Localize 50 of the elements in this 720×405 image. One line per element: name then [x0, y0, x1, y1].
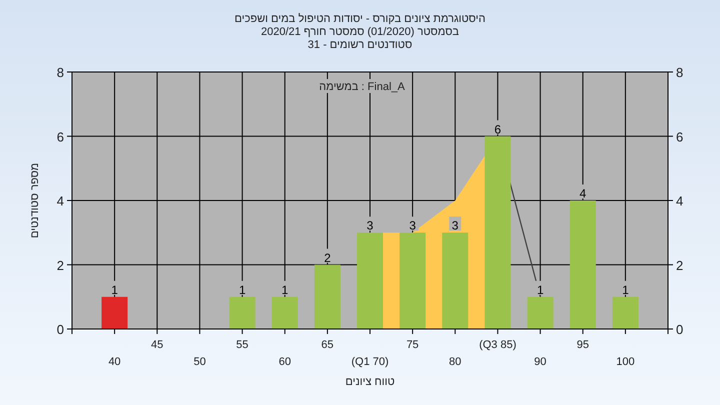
y-axis-title: מספר סטודנטים — [29, 162, 41, 238]
data-label: 6 — [494, 122, 502, 136]
y2-tick-label: 6 — [676, 129, 684, 144]
bar — [442, 232, 468, 329]
data-label: 2 — [324, 250, 332, 265]
y2-tick-label: 0 — [676, 322, 684, 337]
data-label: 1 — [111, 282, 118, 297]
bar — [229, 296, 256, 329]
x-tick-label: 75 — [406, 339, 419, 351]
x-tick-label: 50 — [194, 356, 206, 368]
data-label: 3 — [452, 218, 459, 233]
y-tick-label: 4 — [56, 194, 64, 208]
y-tick-label: 6 — [56, 129, 64, 144]
x-tick-label: 100 — [616, 356, 635, 368]
data-label: 1 — [536, 282, 544, 297]
y2-tick-label: 8 — [676, 65, 684, 80]
x-tick-label: 90 — [534, 356, 546, 368]
bar — [357, 232, 383, 329]
y-tick-label: 0 — [56, 322, 64, 337]
bar — [570, 200, 596, 329]
data-label: 1 — [282, 282, 289, 297]
data-label: 3 — [409, 218, 416, 233]
bar — [102, 296, 128, 329]
bar — [527, 296, 554, 329]
data-label: 1 — [622, 282, 630, 297]
x-tick-label: 45 — [151, 339, 164, 351]
x-tick-label: (Q3 85) — [479, 339, 516, 351]
x-tick-label: 65 — [321, 339, 334, 351]
x-tick-label: 95 — [576, 339, 589, 351]
x-tick-label: 80 — [449, 356, 462, 368]
bar — [612, 296, 638, 329]
x-axis-title: טווח ציונים — [345, 376, 395, 388]
y-tick-label: 8 — [56, 65, 64, 80]
x-tick-label: 55 — [236, 339, 248, 351]
bar — [272, 296, 298, 329]
bar — [484, 136, 511, 329]
chart-subtitle: בסמסטר (01/2020) סמסטר חורף 2020/21 סטודנטים רשומים - 31 — [260, 26, 460, 51]
y2-tick-label: 4 — [676, 194, 684, 208]
chart-title: היסטוגרמת ציונים בקורס - יסודות הטיפול במים ושפכים — [234, 13, 486, 25]
bar — [314, 264, 340, 329]
x-tick-label: (Q1 70) — [351, 356, 389, 368]
data-label: 1 — [238, 282, 246, 297]
data-label: 4 — [580, 186, 587, 200]
x-tick-label: 40 — [108, 356, 121, 368]
x-tick-label: 60 — [278, 356, 291, 368]
y2-tick-label: 2 — [676, 258, 684, 273]
y-tick-label: 2 — [56, 258, 64, 273]
bar — [400, 232, 426, 329]
annotation: במשימה : Final_A — [319, 81, 406, 93]
data-label: 3 — [366, 218, 374, 233]
